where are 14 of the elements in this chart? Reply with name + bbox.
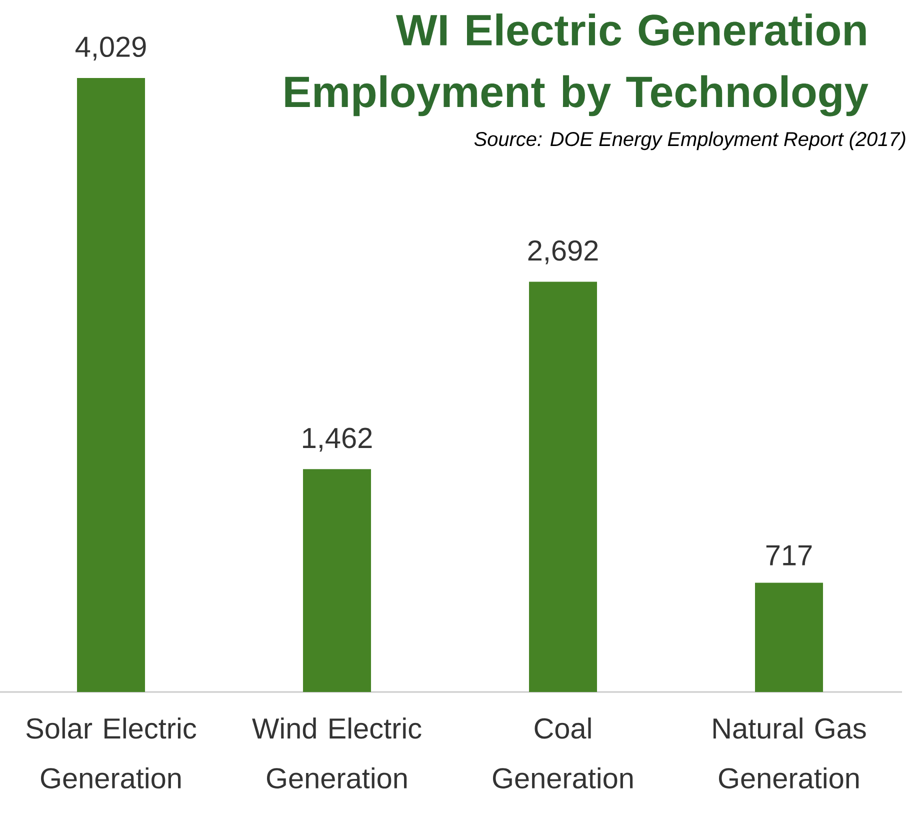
bar (529, 282, 598, 692)
data-label: 4,029 (76, 36, 146, 60)
bar (303, 469, 372, 692)
data-label: 2,692 (528, 240, 598, 264)
bar (755, 582, 824, 692)
bar (77, 78, 146, 692)
x-tick-label: Wind Electric Generation (252, 718, 422, 789)
annotation: Source: DOE Energy Employment Report (2017) (474, 132, 906, 150)
chart-title: WI Electric Generation Employment by Technology (285, 14, 868, 116)
data-label: 717 (766, 545, 812, 566)
x-tick-label: Coal Generation (492, 718, 633, 789)
data-label: 1,462 (303, 428, 372, 452)
x-tick-label: Solar Electric Generation (26, 718, 196, 789)
x-tick-label: Natural Gas Generation (714, 718, 866, 789)
